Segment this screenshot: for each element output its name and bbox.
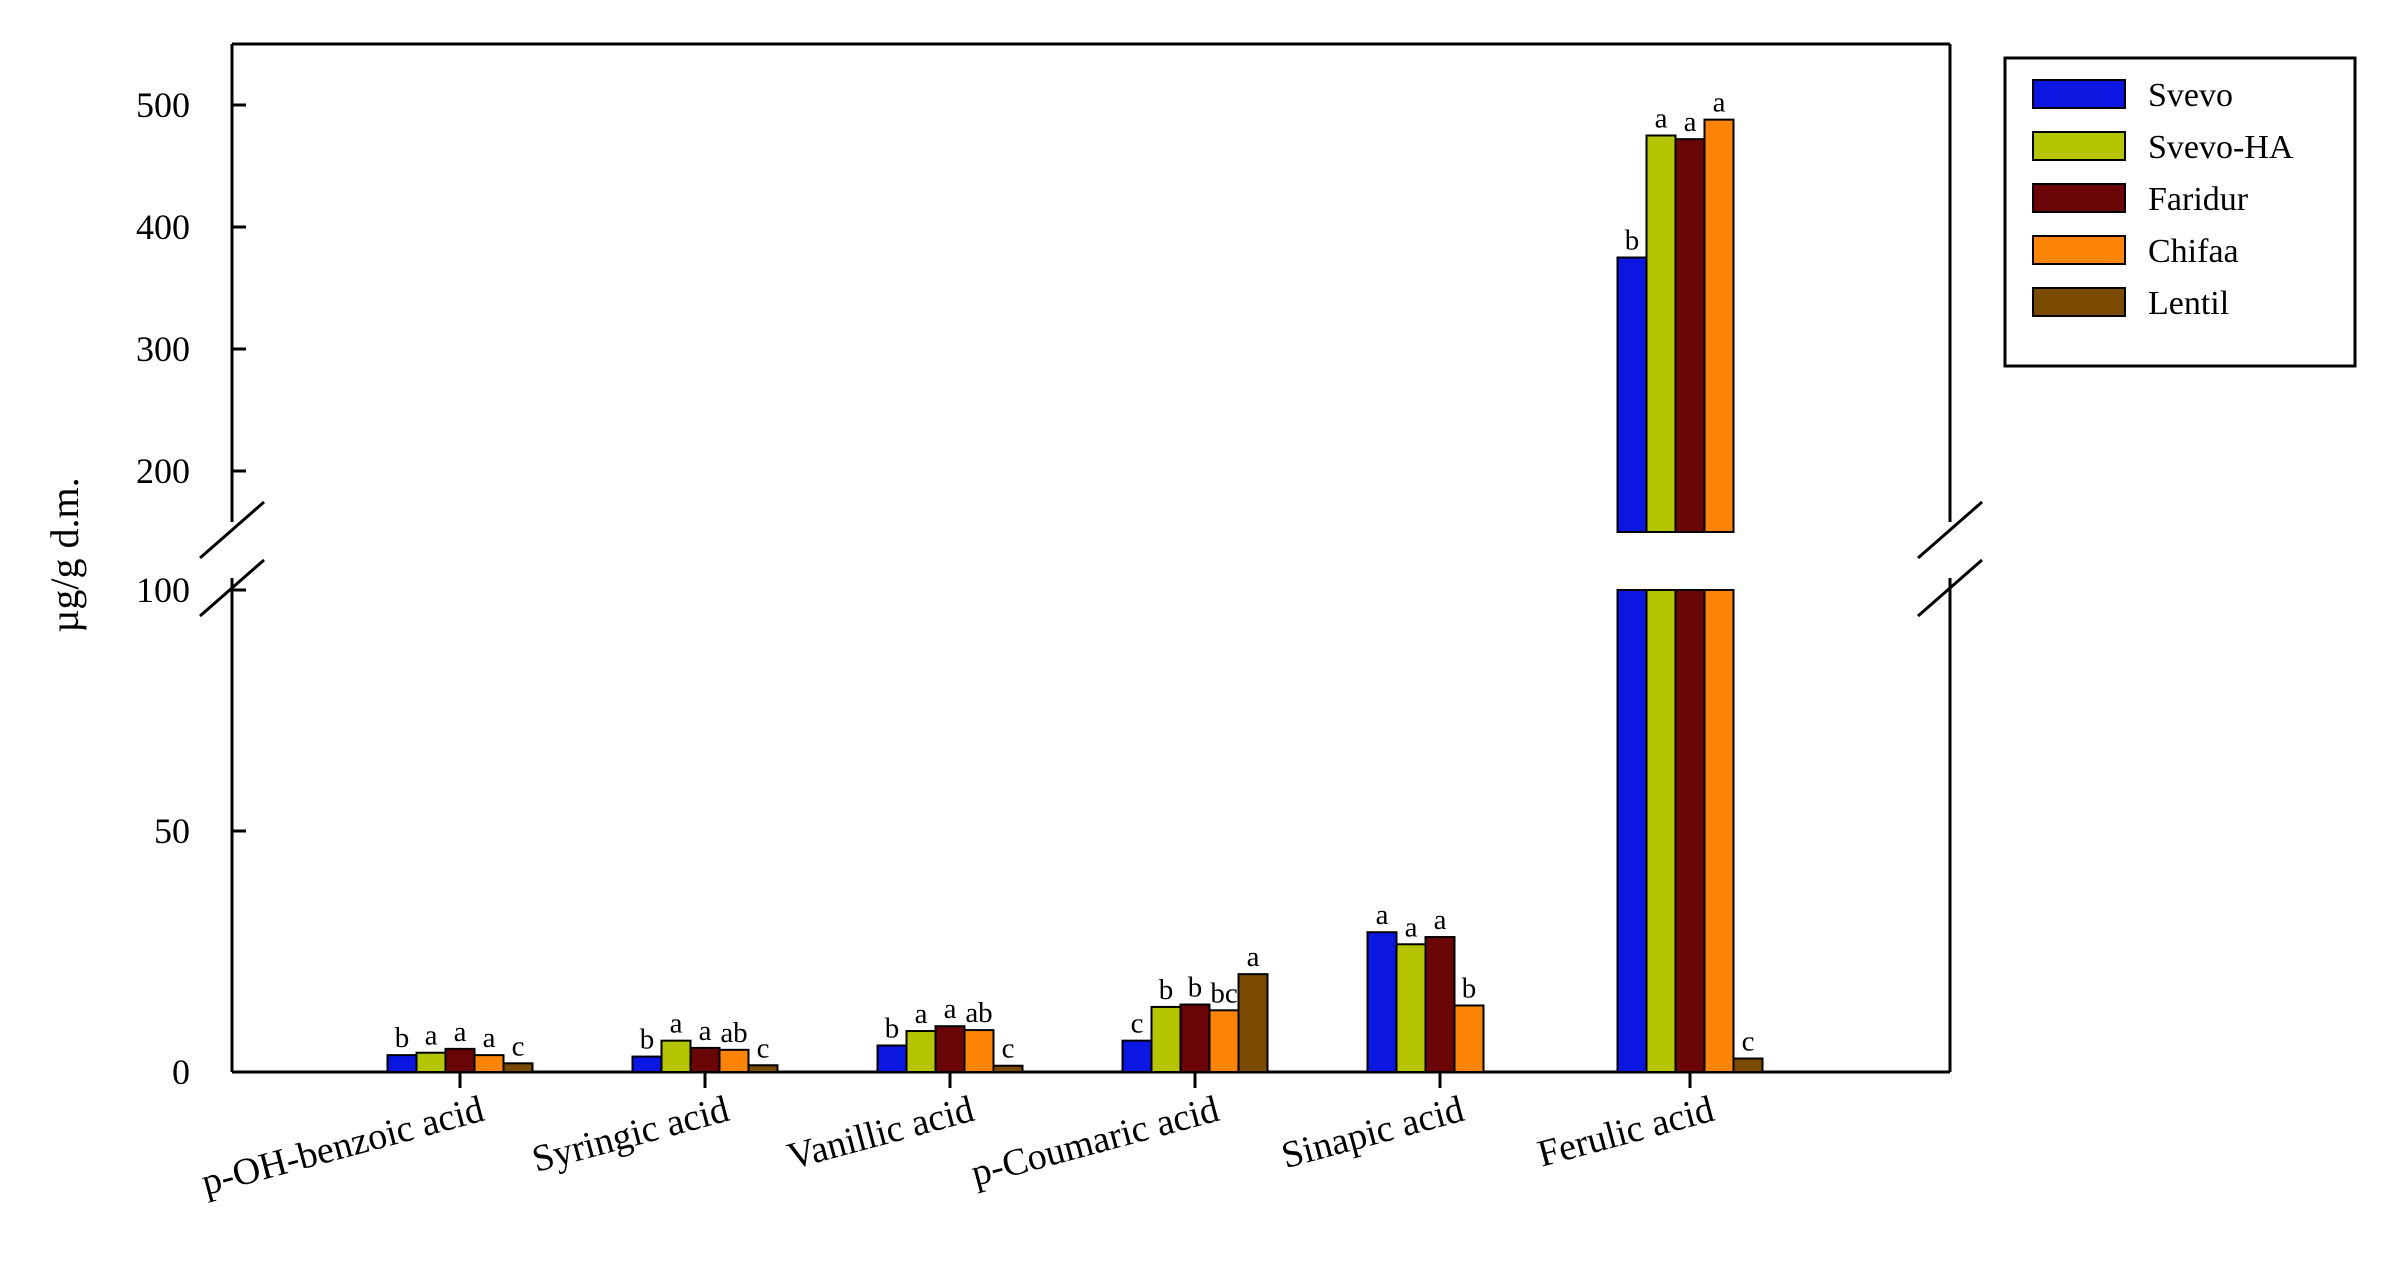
legend: Svevo Svevo-HA Faridur Chifaa Lentil xyxy=(2003,56,2357,368)
x-tick-label: Ferulic acid xyxy=(1533,1088,1718,1175)
y-tick-label-upper: 200 xyxy=(136,451,190,491)
axis-break-mark-left-lower xyxy=(199,558,265,618)
significance-label: a xyxy=(1655,103,1668,135)
y-tick-label-upper: 300 xyxy=(136,329,190,369)
significance-label: c xyxy=(757,1032,770,1064)
x-tick-label: p-OH-benzoic acid xyxy=(197,1088,488,1204)
bar-chifaa-1 xyxy=(718,1048,750,1074)
bar-chifaa-0 xyxy=(473,1054,505,1074)
bar-chifaa-5 xyxy=(1703,589,1735,1073)
bar-chifaa-4 xyxy=(1453,1004,1485,1074)
significance-label: a xyxy=(944,993,957,1025)
bar-svevo-ha-2 xyxy=(905,1030,937,1074)
y-axis-label: µg/g d.m. xyxy=(42,477,87,632)
significance-label: a xyxy=(1684,106,1697,138)
significance-label: a xyxy=(1376,899,1389,931)
bar-svevo-1 xyxy=(631,1055,663,1074)
significance-label: a xyxy=(1247,941,1260,973)
significance-label: a xyxy=(1434,904,1447,936)
bar-chifaa-3 xyxy=(1208,1009,1240,1074)
bar-faridur-2 xyxy=(934,1025,966,1073)
legend-swatch-faridur xyxy=(2032,183,2126,213)
x-tick-label: p-Coumaric acid xyxy=(967,1088,1224,1194)
legend-swatch-lentil xyxy=(2032,287,2126,317)
bar-svevo-ha-5-upper xyxy=(1645,134,1677,533)
significance-label: b xyxy=(640,1024,655,1056)
bar-faridur-5-upper xyxy=(1674,138,1706,533)
bar-faridur-4 xyxy=(1424,936,1456,1073)
bar-svevo-3 xyxy=(1121,1039,1153,1074)
significance-label: b xyxy=(1188,972,1203,1004)
bar-faridur-0 xyxy=(444,1047,476,1074)
bar-lentil-3 xyxy=(1237,973,1269,1073)
legend-label-lentil: Lentil xyxy=(2148,285,2229,322)
significance-label: b xyxy=(395,1022,410,1054)
axis-break-mark-left-upper xyxy=(199,500,265,560)
significance-label: c xyxy=(512,1030,525,1062)
significance-label: c xyxy=(1742,1026,1755,1058)
legend-swatch-svevo-ha xyxy=(2032,131,2126,161)
legend-label-svevo: Svevo xyxy=(2148,77,2233,114)
bar-svevo-ha-1 xyxy=(660,1039,692,1074)
y-ticks: 0 50 100 200 300 400 500 xyxy=(136,85,246,1092)
significance-label: b xyxy=(1625,225,1640,257)
bar-faridur-1 xyxy=(689,1046,721,1074)
y-tick-label-lower: 100 xyxy=(136,570,190,610)
bar-svevo-5 xyxy=(1616,589,1648,1073)
bar-chifaa-5-upper xyxy=(1703,118,1735,533)
significance-label: b xyxy=(1159,974,1174,1006)
significance-label: ab xyxy=(720,1017,747,1049)
bar-svevo-ha-3 xyxy=(1150,1005,1182,1073)
bar-svevo-0 xyxy=(386,1054,418,1074)
significance-label: bc xyxy=(1210,977,1237,1009)
significance-label: a xyxy=(425,1020,438,1052)
significance-label: a xyxy=(454,1016,467,1048)
bar-lentil-5 xyxy=(1732,1057,1764,1074)
bar-svevo-5-upper xyxy=(1616,256,1648,533)
bar-svevo-ha-4 xyxy=(1395,943,1427,1074)
bar-chifaa-2 xyxy=(963,1029,995,1074)
significance-label: a xyxy=(699,1015,712,1047)
bar-lentil-1 xyxy=(747,1064,779,1073)
bar-faridur-3 xyxy=(1179,1003,1211,1074)
y-tick-label-lower: 50 xyxy=(154,811,190,851)
y-tick-label-upper: 400 xyxy=(136,207,190,247)
significance-label: a xyxy=(483,1022,496,1054)
axis-break-mark-right-upper xyxy=(1917,500,1983,560)
x-tick-label: Vanillic acid xyxy=(783,1088,978,1178)
y-tick-label-upper: 500 xyxy=(136,85,190,125)
significance-label: c xyxy=(1131,1008,1144,1040)
legend-label-faridur: Faridur xyxy=(2148,181,2249,218)
bars xyxy=(386,118,1764,1074)
bar-faridur-5 xyxy=(1674,589,1706,1073)
significance-label: b xyxy=(1462,972,1477,1004)
legend-label-chifaa: Chifaa xyxy=(2148,233,2239,270)
bar-svevo-4 xyxy=(1366,931,1398,1073)
bar-svevo-ha-0 xyxy=(415,1051,447,1073)
legend-swatch-svevo xyxy=(2032,79,2126,109)
legend-swatch-chifaa xyxy=(2032,235,2126,265)
x-ticks: p-OH-benzoic acid Syringic acid Vanillic a… xyxy=(197,1072,1718,1204)
bar-lentil-2 xyxy=(992,1064,1024,1074)
significance-label: a xyxy=(670,1008,683,1040)
significance-label: a xyxy=(1405,911,1418,943)
bar-svevo-ha-5 xyxy=(1645,589,1677,1073)
x-tick-label: Syringic acid xyxy=(528,1088,734,1181)
significance-label: b xyxy=(885,1012,900,1044)
significance-label: ab xyxy=(965,997,992,1029)
bar-svevo-2 xyxy=(876,1044,908,1073)
x-tick-label: Sinapic acid xyxy=(1277,1088,1468,1177)
significance-label: a xyxy=(1713,87,1726,119)
significance-label: a xyxy=(915,998,928,1030)
axis-break-mark-right-lower xyxy=(1917,558,1983,618)
y-tick-label-lower: 0 xyxy=(172,1052,190,1092)
significance-label: c xyxy=(1002,1033,1015,1065)
legend-label-svevo-ha: Svevo-HA xyxy=(2148,129,2294,166)
bar-lentil-0 xyxy=(502,1062,534,1073)
